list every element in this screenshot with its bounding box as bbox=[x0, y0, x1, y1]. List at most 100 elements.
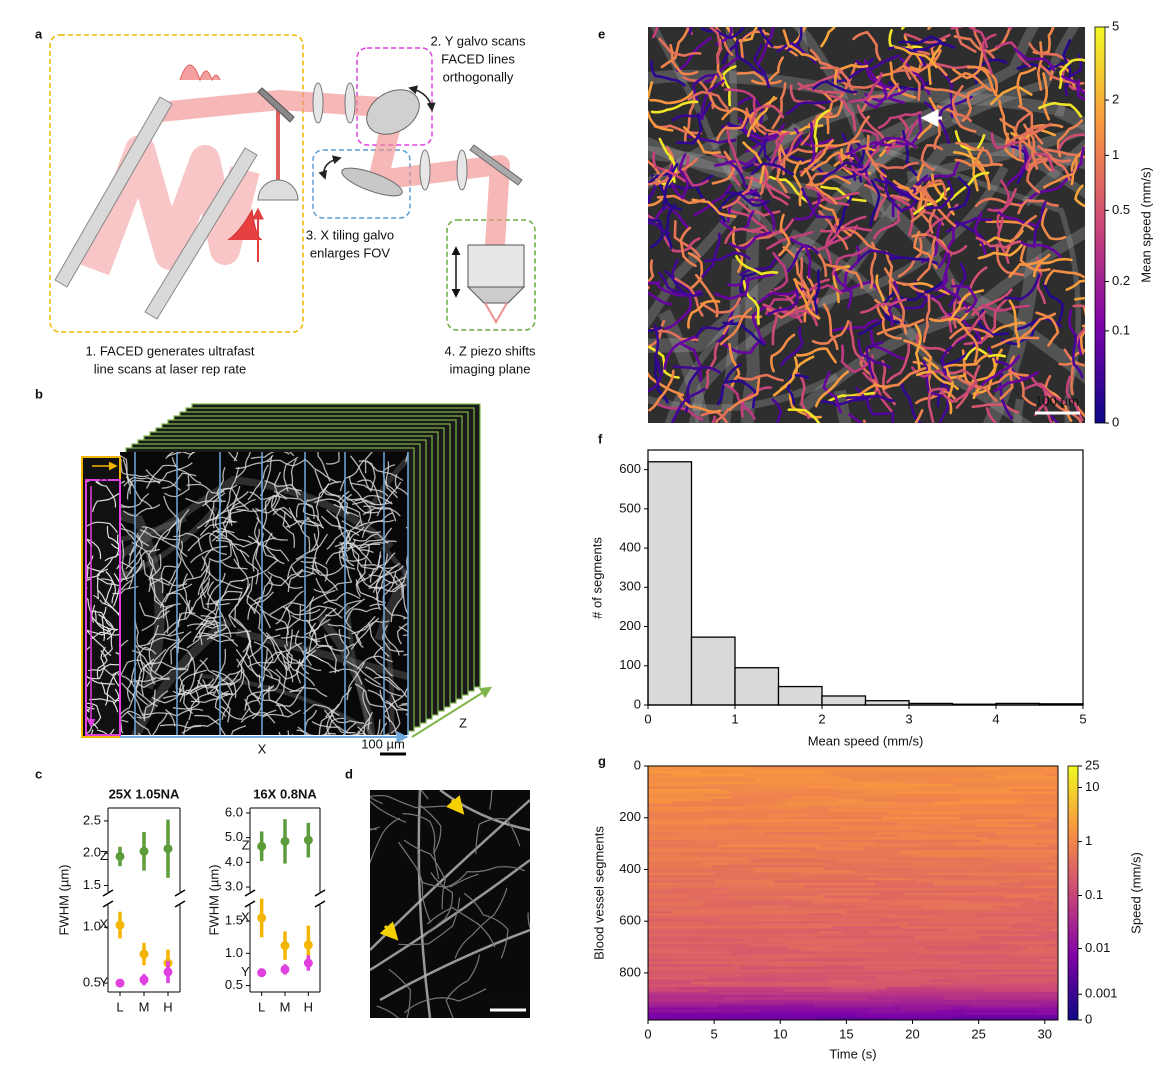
segment bbox=[657, 403, 704, 421]
heatmap-cell bbox=[961, 788, 1012, 792]
segment bbox=[750, 104, 785, 126]
heatmap-cell bbox=[1025, 951, 1059, 955]
heatmap-cell bbox=[841, 931, 868, 935]
segment bbox=[849, 157, 885, 191]
segment bbox=[736, 70, 782, 85]
heatmap-cell bbox=[1044, 910, 1059, 914]
heatmap-cell bbox=[683, 941, 785, 945]
segment bbox=[987, 179, 1010, 212]
capillary bbox=[394, 574, 408, 614]
capillary bbox=[302, 650, 340, 673]
segment bbox=[862, 419, 867, 423]
heatmap-cell bbox=[648, 946, 703, 950]
capillary bbox=[235, 454, 274, 469]
capillary bbox=[141, 604, 174, 632]
capillary bbox=[120, 639, 129, 649]
focus bbox=[484, 302, 508, 324]
capillary bbox=[100, 646, 115, 677]
heatmap-cell bbox=[648, 829, 757, 833]
heatmap-cell bbox=[751, 821, 834, 825]
heatmap-cell bbox=[835, 859, 936, 864]
heatmap-cell bbox=[769, 964, 823, 968]
heatmap-cell bbox=[801, 781, 836, 785]
heatmap-cell bbox=[752, 953, 834, 957]
heatmap-cell bbox=[773, 974, 827, 978]
segment bbox=[787, 408, 821, 423]
segment bbox=[819, 215, 867, 233]
heatmap-cell bbox=[648, 895, 689, 899]
heatmap-cell bbox=[714, 872, 802, 876]
heatmap-cell bbox=[710, 890, 819, 894]
heatmap-cell bbox=[737, 981, 777, 985]
y-axis-label: FWHM (µm) bbox=[56, 864, 71, 935]
capillary bbox=[171, 457, 202, 484]
heatmap-cell bbox=[744, 969, 766, 973]
heatmap-cell bbox=[936, 1009, 1038, 1013]
heatmap-cell bbox=[750, 867, 825, 871]
heatmap-cell bbox=[978, 766, 1050, 770]
heatmap-cell bbox=[648, 979, 733, 983]
segment bbox=[938, 379, 952, 423]
point bbox=[139, 846, 149, 856]
heatmap-cell bbox=[955, 781, 1059, 785]
heatmap-cell bbox=[808, 923, 910, 927]
segment bbox=[941, 71, 954, 118]
heatmap-cell bbox=[915, 880, 1021, 884]
capillary bbox=[211, 669, 237, 699]
segment bbox=[653, 324, 661, 374]
capillary bbox=[376, 719, 381, 735]
heatmap-cell bbox=[1000, 826, 1043, 830]
heatmap-cell bbox=[1040, 862, 1059, 866]
capillary bbox=[90, 631, 120, 641]
heatmap-cell bbox=[1026, 814, 1059, 818]
heatmap-cell bbox=[1002, 941, 1057, 945]
capillary bbox=[228, 591, 243, 628]
segment bbox=[1074, 296, 1085, 301]
heatmap-cell bbox=[833, 887, 943, 891]
heatmap-cell bbox=[890, 920, 939, 924]
capillary bbox=[101, 606, 107, 642]
heatmap-cell bbox=[764, 832, 832, 836]
segment bbox=[881, 360, 896, 406]
heatmap-cell bbox=[742, 938, 770, 942]
heatmap-cell bbox=[951, 898, 1035, 902]
heatmap-cell bbox=[770, 961, 831, 965]
heatmap-cell bbox=[1003, 895, 1040, 899]
heatmap-cell bbox=[806, 915, 888, 919]
x-tick-label: 25 bbox=[971, 1026, 985, 1041]
capillary bbox=[168, 546, 182, 584]
segment bbox=[720, 339, 763, 355]
heatmap-cell bbox=[936, 837, 989, 841]
heatmap-cell bbox=[901, 926, 1011, 930]
heatmap-cell bbox=[916, 951, 1027, 955]
segment bbox=[886, 342, 911, 384]
capillary bbox=[266, 642, 303, 663]
heatmap-cell bbox=[830, 806, 911, 810]
segment bbox=[708, 75, 730, 113]
heatmap-cell bbox=[1013, 943, 1048, 947]
heatmap-cell bbox=[734, 811, 786, 815]
segment bbox=[994, 41, 1032, 68]
dashed-box bbox=[49, 34, 304, 333]
capillary bbox=[247, 591, 274, 620]
heatmap-cell bbox=[903, 928, 948, 932]
heatmap-cell bbox=[729, 791, 755, 795]
heatmap-cell bbox=[983, 992, 1059, 996]
heatmap-cell bbox=[648, 971, 672, 975]
segment bbox=[1042, 281, 1065, 323]
capillary bbox=[86, 538, 102, 560]
capillary bbox=[122, 458, 131, 500]
segment bbox=[648, 220, 671, 235]
heatmap-cell bbox=[893, 791, 1001, 795]
capillary bbox=[375, 572, 386, 611]
texture bbox=[370, 790, 530, 1018]
heatmap-cell bbox=[968, 900, 1034, 904]
heatmap-cell bbox=[1038, 895, 1059, 899]
heatmap-cell bbox=[648, 951, 732, 955]
segment bbox=[871, 136, 918, 149]
capillary bbox=[264, 532, 285, 565]
capillary bbox=[132, 650, 163, 678]
segment bbox=[794, 278, 821, 320]
fiber bbox=[527, 912, 530, 930]
capillary bbox=[131, 541, 157, 574]
